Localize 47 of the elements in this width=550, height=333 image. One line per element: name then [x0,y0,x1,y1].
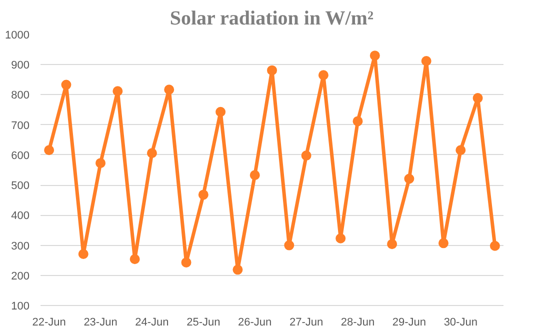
y-tick-label: 700 [11,120,30,132]
y-tick-label: 400 [11,210,30,222]
point [438,238,448,248]
y-tick-label: 600 [11,150,30,162]
chart-title: Solar radiation in W/m² [170,8,374,30]
y-tick-label: 200 [11,270,30,282]
point [421,56,432,66]
point [232,264,243,275]
point [216,106,226,117]
x-tick-label: 27-Jun [289,316,324,328]
point [96,158,106,168]
point [472,93,483,104]
point [44,145,54,156]
point [490,240,500,251]
point [336,233,346,244]
y-tick-label: 100 [11,300,30,312]
point [250,170,260,180]
point [130,254,140,264]
y-tick-label: 1000 [5,30,30,42]
point [301,150,312,161]
point [404,174,414,184]
point [61,80,72,90]
point [198,190,208,200]
point [284,240,294,250]
x-tick-label: 29-Jun [392,316,426,328]
point [146,148,157,158]
x-tick-label: 26-Jun [238,316,272,328]
point [267,65,277,76]
y-tick-label: 800 [11,90,30,102]
point [181,257,192,268]
point [456,145,466,156]
point [164,84,174,95]
x-tick-label: 23-Jun [84,316,118,328]
point [318,70,328,80]
x-tick-label: 22-Jun [32,316,66,328]
point [78,249,88,259]
y-tick-label: 500 [11,180,30,192]
x-tick-label: 24-Jun [135,316,169,328]
point [387,239,398,250]
y-tick-label: 300 [11,240,30,252]
point [370,50,380,61]
point [112,86,123,96]
point [352,116,363,126]
x-tick-label: 28-Jun [340,316,375,328]
x-tick-label: 30-Jun [444,316,478,328]
x-tick-label: 25-Jun [186,316,220,328]
y-tick-label: 900 [11,60,30,72]
